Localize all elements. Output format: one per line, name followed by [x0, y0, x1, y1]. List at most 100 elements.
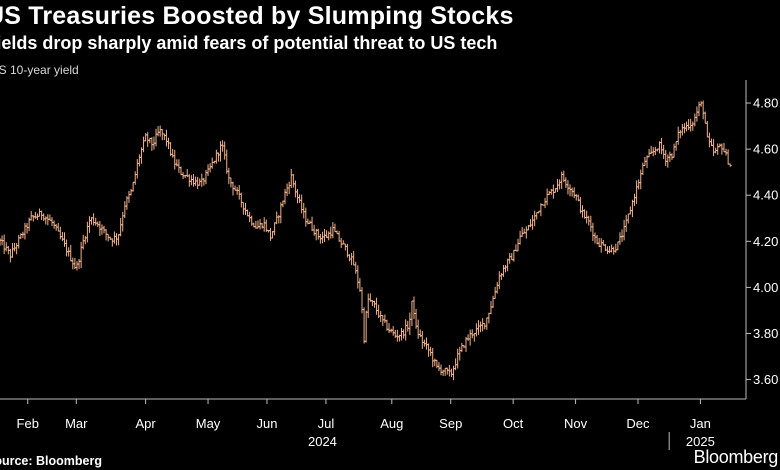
x-tick-label: Apr: [136, 416, 157, 431]
ohlc-bar: [214, 149, 218, 164]
chart-title: US Treasuries Boosted by Slumping Stocks: [0, 2, 514, 30]
x-tick-label: Oct: [503, 416, 524, 431]
y-tick-label: 4.00: [753, 280, 778, 295]
ohlc-bar: [707, 132, 712, 148]
ohlc-bar: [171, 148, 175, 158]
ohlc-bar: [664, 149, 668, 167]
ohlc-bar: [366, 293, 370, 318]
ohlc-bar: [337, 230, 341, 242]
ohlc-bar: [106, 233, 110, 242]
ohlc-bar: [406, 320, 410, 332]
ohlc-bar: [387, 323, 391, 334]
ohlc-bar: [481, 318, 485, 332]
ohlc-bar: [580, 205, 585, 218]
ohlc-bar: [2, 234, 6, 254]
ohlc-bar: [697, 101, 701, 117]
ohlc-bar: [491, 295, 495, 309]
ohlc-bar: [653, 146, 657, 156]
x-tick-label: Jun: [256, 416, 277, 431]
ohlc-bar: [501, 264, 506, 277]
ohlc-bar: [133, 171, 137, 185]
ohlc-bar: [624, 214, 628, 232]
ohlc-bar: [295, 189, 300, 204]
ohlc-bar: [331, 222, 335, 239]
ohlc-bar: [443, 367, 447, 376]
ohlc-bar: [429, 346, 433, 357]
ohlc-bar: [630, 199, 635, 218]
chart-subtitle: Yields drop sharply amid fears of potent…: [0, 33, 498, 53]
ohlc-bar: [614, 243, 618, 253]
ohlc-bar: [137, 154, 141, 167]
ohlc-bar: [50, 217, 54, 227]
ohlc-bar: [300, 194, 304, 214]
ohlc-bar: [612, 246, 616, 255]
ohlc-bar: [21, 231, 25, 238]
ohlc-bar: [508, 253, 512, 264]
ohlc-bar: [693, 113, 697, 127]
ohlc-bar: [672, 143, 676, 158]
ohlc-bar: [393, 329, 397, 339]
ohlc-bar: [516, 238, 520, 252]
ohlc-bar: [129, 188, 133, 196]
ohlc-bar: [510, 253, 514, 261]
year-label: 2025: [686, 434, 715, 449]
ohlc-bar: [703, 111, 707, 124]
ohlc-bar: [489, 301, 493, 315]
ohlc-bar: [352, 250, 356, 266]
ohlc-bar: [154, 128, 158, 147]
ohlc-bar: [144, 133, 148, 142]
ohlc-bar: [81, 234, 85, 250]
ohlc-bar: [262, 217, 266, 232]
ohlc-bar: [572, 187, 576, 199]
ohlc-bar: [524, 226, 528, 239]
x-tick-label: Aug: [380, 416, 403, 431]
ohlc-bar: [339, 237, 343, 248]
ohlc-bar: [449, 368, 454, 378]
ohlc-bar: [439, 364, 443, 376]
ohlc-bar: [160, 129, 164, 141]
ohlc-bar: [227, 167, 231, 185]
ohlc-bar: [56, 222, 60, 232]
ohlc-bar: [258, 219, 262, 230]
ohlc-bar: [256, 220, 260, 229]
ohlc-bar: [605, 246, 610, 255]
x-tick-label: Feb: [17, 416, 39, 431]
ohlc-bar: [530, 215, 535, 230]
ohlc-bar: [634, 180, 639, 204]
ohlc-bar: [87, 216, 92, 233]
x-tick-label: May: [196, 416, 221, 431]
ohlc-bar: [456, 348, 460, 369]
ohlc-bar: [424, 337, 429, 350]
ohlc-bar: [674, 141, 678, 151]
ohlc-bar: [110, 238, 114, 247]
ohlc-bar: [168, 142, 173, 156]
ohlc-bar: [520, 227, 524, 237]
ohlc-bar: [293, 180, 298, 198]
x-tick-label: Jan: [690, 416, 711, 431]
ohlc-bar: [239, 192, 243, 208]
ohlc-bar: [399, 327, 404, 341]
ohlc-bar: [568, 184, 572, 197]
ohlc-bar: [189, 175, 193, 186]
ohlc-bar: [570, 187, 574, 197]
ohlc-bar: [728, 163, 732, 167]
ohlc-bar: [52, 220, 56, 229]
ohlc-bar: [310, 216, 314, 232]
ohlc-bar: [420, 330, 424, 349]
ohlc-bar: [25, 223, 29, 234]
ohlc-bar: [131, 181, 135, 192]
ohlc-bar: [370, 300, 374, 307]
ohlc-bar: [158, 125, 162, 137]
ohlc-bar: [77, 259, 81, 269]
ohlc-bar: [23, 222, 27, 240]
ohlc-bar: [401, 329, 406, 339]
ohlc-bar: [666, 154, 670, 168]
ohlc-bar: [349, 252, 354, 266]
ohlc-bar: [543, 197, 547, 209]
ohlc-bar: [302, 202, 306, 219]
ohlc-bar: [162, 133, 166, 140]
ohlc-bar: [333, 223, 337, 233]
ohlc-bar: [705, 120, 709, 138]
ohlc-bar: [528, 219, 533, 228]
